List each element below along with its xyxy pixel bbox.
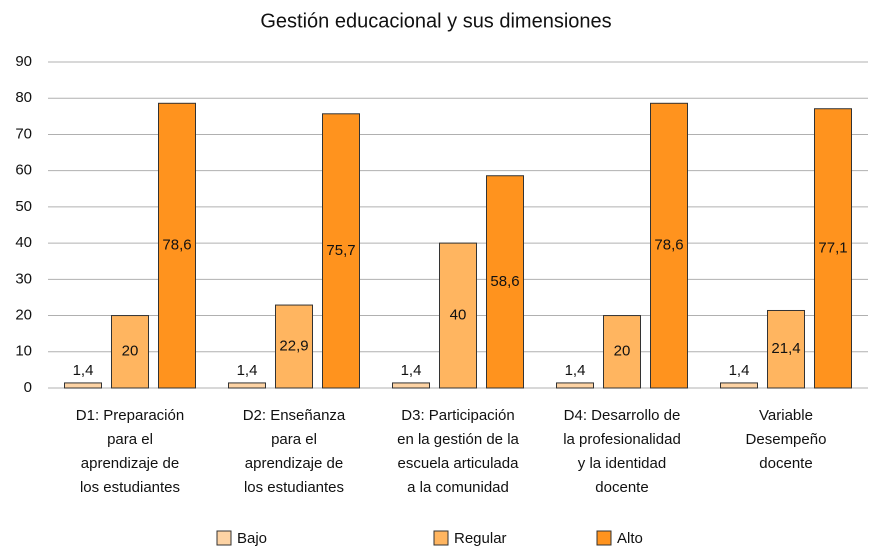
data-label: 22,9 xyxy=(279,337,308,354)
bar xyxy=(650,102,688,389)
bar xyxy=(814,108,852,389)
y-tick-label: 90 xyxy=(15,53,32,70)
bar xyxy=(275,304,313,389)
bar xyxy=(603,315,641,389)
bar xyxy=(556,382,594,389)
bar xyxy=(158,102,196,389)
data-label: 1,4 xyxy=(401,362,422,379)
legend-label: Alto xyxy=(617,530,643,547)
data-label: 78,6 xyxy=(654,237,683,254)
legend-label: Regular xyxy=(454,530,507,547)
bar xyxy=(64,382,102,389)
bar xyxy=(767,309,805,389)
data-label: 20 xyxy=(122,343,139,360)
bar xyxy=(720,382,758,389)
bar xyxy=(228,382,266,389)
data-label: 1,4 xyxy=(237,362,258,379)
data-label: 1,4 xyxy=(73,362,94,379)
bar xyxy=(392,382,430,389)
y-tick-label: 60 xyxy=(15,162,32,179)
x-tick-label: D1: Preparación para el aprendizaje de los … xyxy=(76,407,184,496)
y-tick-label: 40 xyxy=(15,234,32,251)
bar xyxy=(111,315,149,389)
chart-title: Gestión educacional y sus dimensiones xyxy=(260,10,611,32)
x-tick-label: D4: Desarrollo de la profesionalidad y la … xyxy=(563,407,681,496)
y-tick-label: 0 xyxy=(24,379,32,396)
x-tick-label: D3: Participación en la gestión de la escu… xyxy=(397,407,519,496)
legend-swatch xyxy=(433,530,449,546)
data-label: 20 xyxy=(614,343,631,360)
data-label: 1,4 xyxy=(565,362,586,379)
x-tick-label: D2: Enseñanza para el aprendizaje de los es… xyxy=(243,407,346,496)
y-tick-label: 30 xyxy=(15,270,32,287)
bar xyxy=(322,113,360,389)
data-label: 1,4 xyxy=(729,362,750,379)
data-label: 78,6 xyxy=(162,237,191,254)
data-label: 21,4 xyxy=(771,340,800,357)
y-tick-label: 80 xyxy=(15,89,32,106)
bar xyxy=(439,242,477,389)
y-tick-label: 70 xyxy=(15,125,32,142)
data-label: 58,6 xyxy=(490,273,519,290)
x-tick-label: Variable Desempeño docente xyxy=(746,407,827,472)
y-tick-label: 20 xyxy=(15,307,32,324)
bar xyxy=(486,175,524,389)
data-label: 75,7 xyxy=(326,242,355,259)
legend-swatch xyxy=(596,530,612,546)
y-tick-label: 10 xyxy=(15,343,32,360)
data-label: 40 xyxy=(450,307,467,324)
y-tick-label: 50 xyxy=(15,198,32,215)
data-label: 77,1 xyxy=(818,239,847,256)
legend-label: Bajo xyxy=(237,530,267,547)
legend-swatch xyxy=(216,530,232,546)
